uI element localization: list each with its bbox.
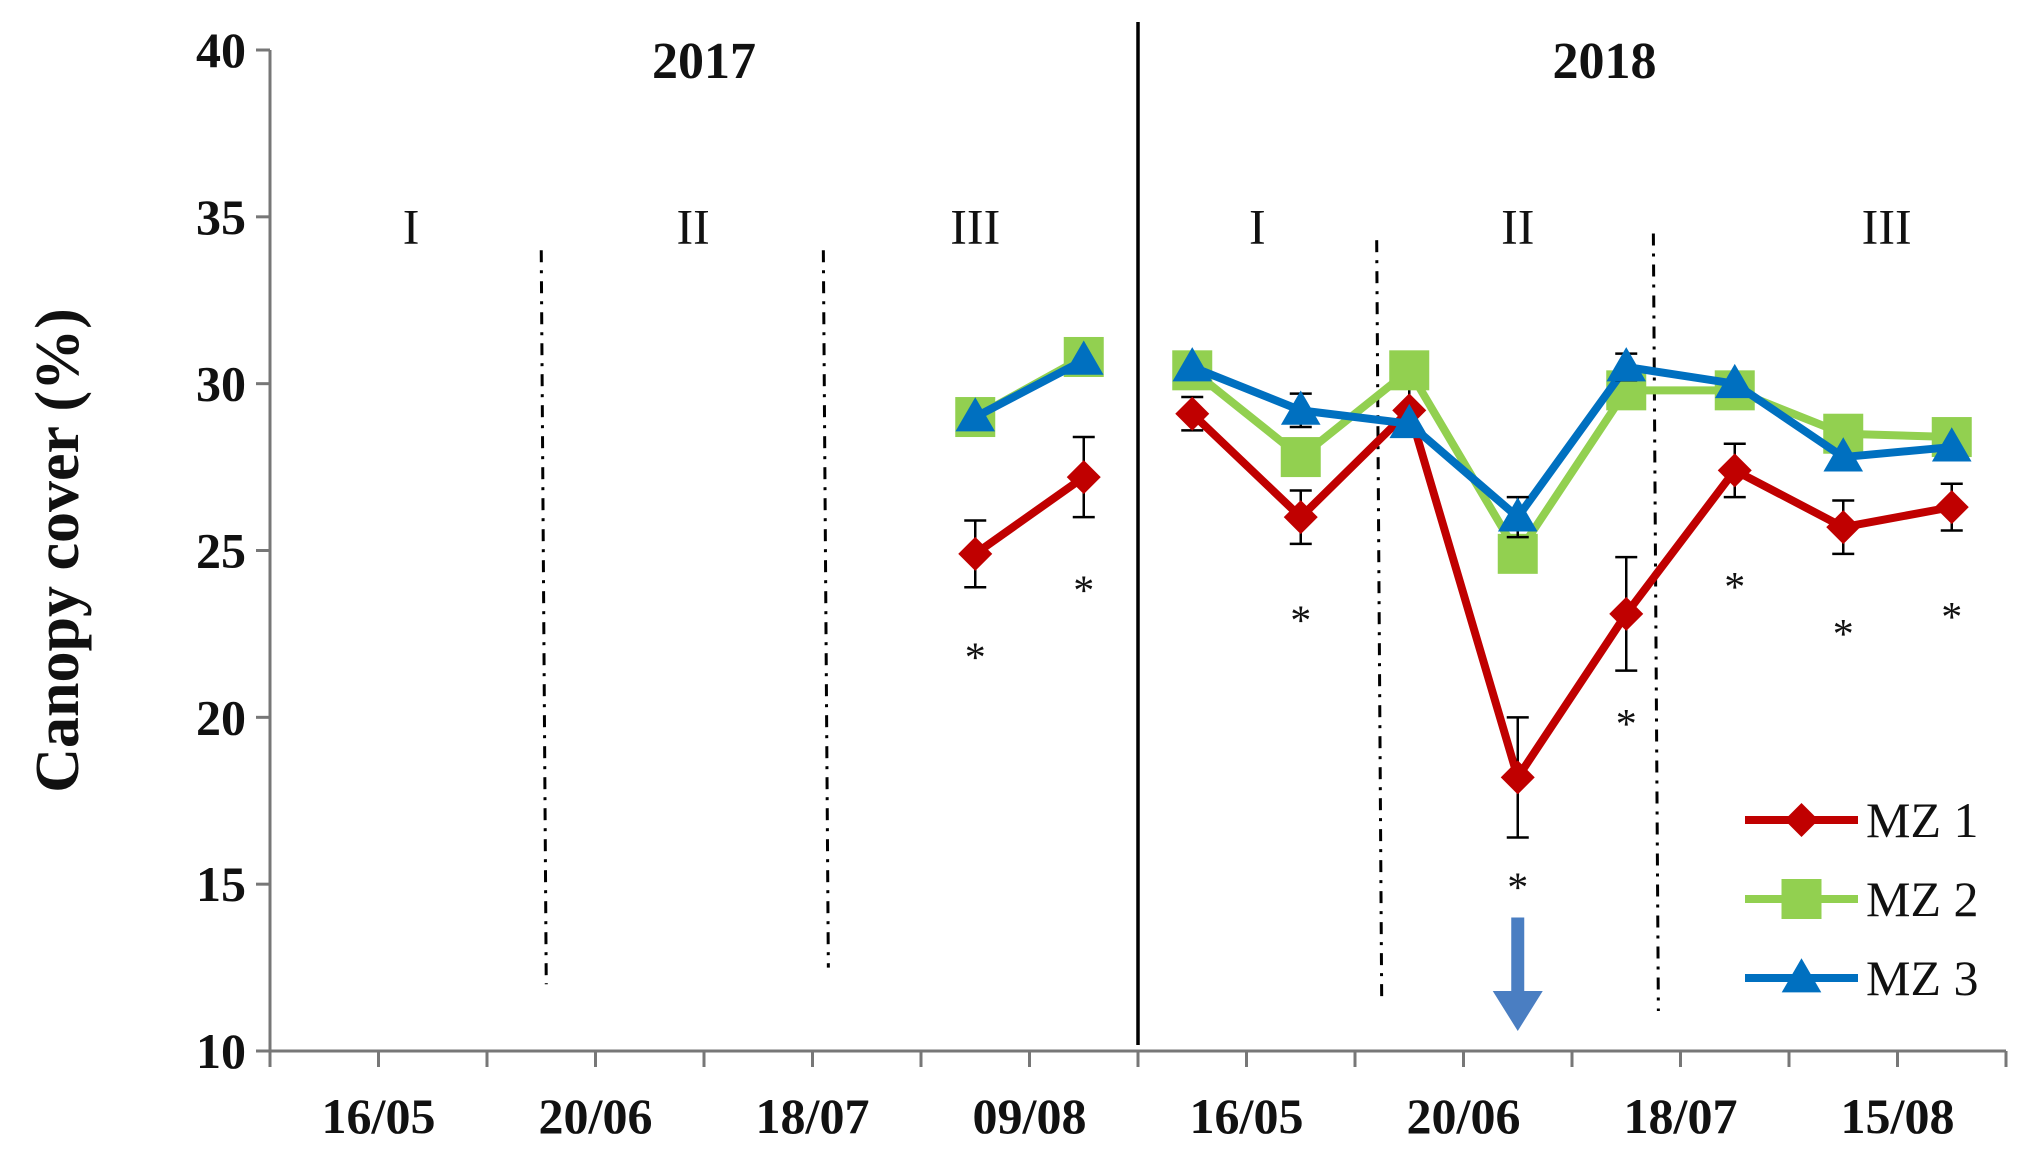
marker-triangle — [1931, 427, 1972, 462]
significance-star: * — [1290, 599, 1311, 645]
series-mz-3 — [955, 340, 1972, 539]
series-mz-1 — [958, 385, 1969, 839]
series-line — [1189, 406, 1953, 782]
y-tick-label: 20 — [196, 689, 246, 745]
marker-triangle — [1280, 390, 1321, 425]
x-tick-label: 16/05 — [322, 1088, 436, 1144]
significance-star: * — [1073, 569, 1094, 615]
marker-triangle — [1823, 437, 1864, 472]
significance-star: * — [1724, 565, 1745, 611]
y-tick-label: 25 — [196, 523, 246, 579]
significance-star: * — [1507, 866, 1528, 912]
marker-triangle — [1389, 403, 1430, 439]
significance-star: * — [965, 635, 986, 681]
marker-diamond — [1609, 596, 1644, 631]
legend-item-mz-1: MZ 1 — [1745, 792, 1979, 848]
marker-triangle — [1781, 958, 1822, 993]
marker-diamond — [1175, 396, 1210, 431]
marker-triangle — [1714, 363, 1755, 399]
year-label: 2018 — [1553, 33, 1657, 90]
series-layer — [955, 336, 1972, 839]
legend-label: MZ 2 — [1866, 871, 1979, 927]
marker-triangle — [955, 397, 996, 432]
y-axis-title: Canopy cover (%) — [24, 308, 92, 792]
marker-diamond — [1934, 490, 1969, 525]
marker-diamond — [1717, 453, 1752, 488]
significance-star: * — [1616, 702, 1637, 748]
legend: MZ 1 MZ 2 MZ 3 — [1745, 792, 1979, 1006]
marker-square — [1389, 350, 1430, 391]
marker-square — [1280, 437, 1321, 478]
x-tick-label: 18/07 — [1624, 1088, 1738, 1144]
phase-label: I — [403, 199, 420, 255]
series-line — [1190, 362, 1953, 522]
marker-diamond — [1066, 460, 1101, 495]
phase-boundary-line — [1651, 233, 1660, 1011]
significance-star: * — [1941, 595, 1962, 641]
phase-label: III — [1862, 199, 1912, 255]
x-tick-label: 18/07 — [756, 1088, 870, 1144]
marker-triangle — [1172, 347, 1213, 382]
marker-diamond — [958, 536, 993, 571]
y-tick-label: 30 — [196, 356, 246, 412]
series-line — [973, 356, 1086, 421]
marker-diamond — [1826, 510, 1861, 545]
marker-square — [1497, 533, 1538, 574]
marker-diamond — [1283, 500, 1318, 535]
year-label: 2017 — [652, 33, 756, 90]
x-tick-label: 15/08 — [1841, 1088, 1955, 1144]
x-tick-label: 16/05 — [1190, 1088, 1304, 1144]
marker-triangle — [1606, 347, 1647, 382]
y-tick-label: 10 — [196, 1023, 246, 1079]
legend-item-mz-3: MZ 3 — [1745, 950, 1979, 1006]
legend-label: MZ 3 — [1866, 950, 1979, 1006]
phase-boundary-line — [539, 250, 548, 985]
arrow-head — [1492, 990, 1543, 1031]
axes: 10 15 20 25 30 35 40 16/05 20/06 18/07 09/08 16/05 2… — [24, 22, 2008, 1144]
y-tick-label: 15 — [196, 856, 246, 912]
phase-boundary-line — [821, 250, 830, 968]
marker-triangle — [1497, 497, 1538, 532]
legend-label: MZ 1 — [1866, 792, 1979, 848]
legend-item-mz-2: MZ 2 — [1745, 871, 1979, 927]
series-mz-2 — [955, 336, 1972, 574]
series-line — [972, 473, 1087, 558]
significance-star: * — [1833, 612, 1854, 658]
y-tick-label: 35 — [196, 189, 246, 245]
phase-label: III — [950, 199, 1000, 255]
plot-annotations — [539, 22, 1660, 1045]
x-tick-label: 20/06 — [539, 1088, 653, 1144]
marker-square — [1781, 879, 1822, 919]
phase-label: II — [1501, 199, 1534, 255]
phase-label: I — [1249, 199, 1266, 255]
x-tick-label: 20/06 — [1407, 1088, 1521, 1144]
y-tick-label: 40 — [196, 22, 246, 78]
x-tick-label: 09/08 — [973, 1088, 1087, 1144]
phase-boundary-line — [1375, 240, 1384, 1001]
marker-triangle — [1063, 340, 1104, 375]
marker-diamond — [1500, 760, 1535, 795]
marker-diamond — [1784, 803, 1819, 837]
phase-label: II — [676, 199, 709, 255]
